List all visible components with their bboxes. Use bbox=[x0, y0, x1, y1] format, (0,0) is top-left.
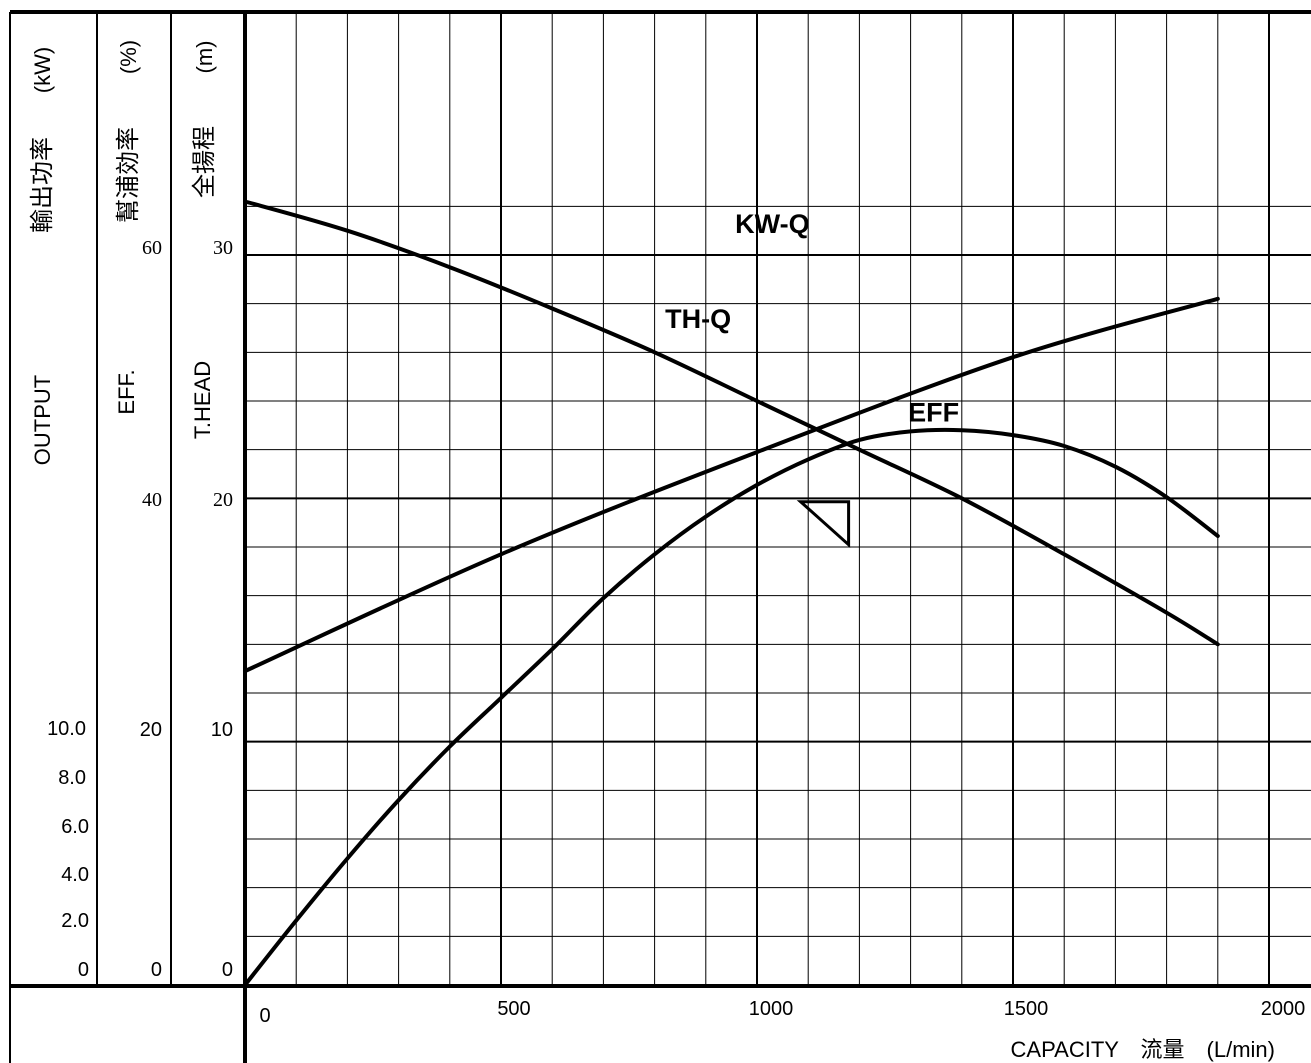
head-axis-unit: (m) bbox=[192, 41, 217, 74]
output-tick-label: 10.0 bbox=[47, 718, 86, 740]
eff-ticks: 60 40 20 0 bbox=[140, 237, 162, 981]
x-tick-label: 2000 bbox=[1261, 998, 1306, 1020]
output-tick-label: 2.0 bbox=[61, 910, 89, 932]
curve-label-th-q: TH-Q bbox=[665, 304, 731, 334]
head-tick-label: 10 bbox=[211, 719, 233, 741]
output-axis-title: (kW) 輸出功率 OUTPUT bbox=[29, 47, 56, 465]
curve-annotations: TH-Q EFF KW-Q bbox=[665, 209, 959, 428]
head-axis-label-jp: 全揚程 bbox=[191, 126, 218, 198]
eff-axis-label-en: EFF. bbox=[114, 369, 139, 414]
eff-tick-label: 60 bbox=[142, 237, 162, 259]
head-tick-label: 0 bbox=[222, 959, 233, 981]
eff-tick-label: 0 bbox=[151, 959, 162, 981]
x-tick-label: 500 bbox=[497, 998, 530, 1020]
output-tick-label: 4.0 bbox=[61, 864, 89, 886]
eff-axis-label-jp: 幫浦効率 bbox=[115, 127, 142, 223]
head-tick-label: 30 bbox=[213, 237, 233, 259]
series-th-q-line bbox=[243, 199, 1220, 647]
series-eff-line bbox=[243, 427, 1220, 987]
output-ticks: 10.0 8.0 6.0 4.0 2.0 0 bbox=[47, 718, 89, 981]
output-axis-unit: (kW) bbox=[30, 47, 55, 93]
head-ticks: 30 20 10 0 bbox=[211, 237, 233, 981]
x-tick-label: 1000 bbox=[749, 998, 794, 1020]
output-tick-label: 0 bbox=[78, 959, 89, 981]
curve-label-kw-q: KW-Q bbox=[735, 209, 809, 239]
x-ticks: 0 500 1000 1500 2000 bbox=[259, 998, 1305, 1027]
output-axis-label-jp: 輸出功率 bbox=[29, 137, 56, 233]
head-axis-label-en: T.HEAD bbox=[190, 361, 215, 439]
eff-tick-label: 20 bbox=[140, 719, 162, 741]
minor-grid bbox=[245, 14, 1311, 985]
curve-label-eff: EFF bbox=[908, 398, 959, 428]
head-axis-title: (m) 全揚程 T.HEAD bbox=[190, 41, 218, 440]
output-tick-label: 8.0 bbox=[58, 767, 86, 789]
eff-axis-title: (%) 幫浦効率 EFF. bbox=[114, 40, 142, 415]
x-tick-label: 1500 bbox=[1004, 998, 1049, 1020]
head-tick-label: 20 bbox=[213, 489, 233, 511]
duty-point-marker bbox=[796, 500, 851, 549]
x-tick-label: 0 bbox=[259, 1005, 270, 1027]
output-tick-label: 6.0 bbox=[61, 816, 89, 838]
x-axis-label: CAPACITY 流量 (L/min) bbox=[1011, 1037, 1275, 1062]
series-kw-q-line bbox=[243, 296, 1220, 674]
eff-axis-unit: (%) bbox=[116, 40, 141, 74]
output-axis-label-en: OUTPUT bbox=[30, 375, 55, 465]
curves bbox=[243, 199, 1220, 987]
eff-tick-label: 40 bbox=[142, 489, 162, 511]
chart-frame bbox=[9, 10, 1311, 1063]
